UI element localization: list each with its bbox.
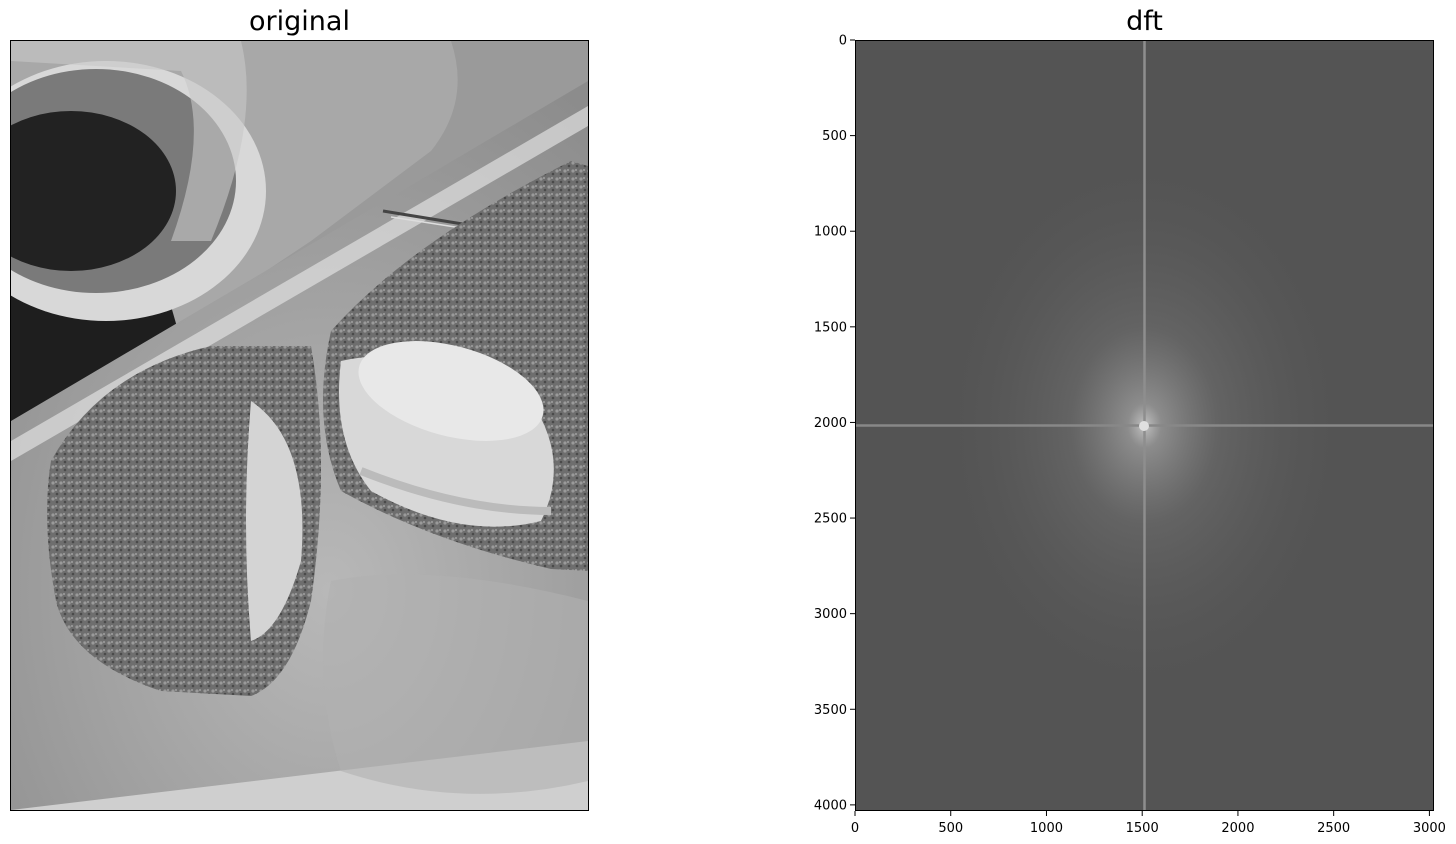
x-tick-label: 3000 <box>1413 821 1446 836</box>
y-tick-label: 4000 <box>814 798 847 813</box>
y-tick-label: 3500 <box>814 703 847 718</box>
x-tick-label: 0 <box>851 821 859 836</box>
dft-dc-peak <box>1139 421 1149 431</box>
y-tick-label: 2500 <box>814 512 847 527</box>
y-tick-label: 1500 <box>814 320 847 335</box>
x-tick-label: 2500 <box>1317 821 1350 836</box>
dft-panel-title: dft <box>1126 6 1163 37</box>
dft-plot-area <box>855 40 1434 811</box>
x-tick-label: 1000 <box>1030 821 1063 836</box>
x-tick-label: 1500 <box>1126 821 1159 836</box>
y-tick-label: 3000 <box>814 607 847 622</box>
x-tick-label: 2000 <box>1221 821 1254 836</box>
original-photo <box>11 41 588 810</box>
original-image-panel <box>10 40 589 811</box>
dft-spectrum-image <box>856 41 1433 810</box>
y-tick-label: 1000 <box>814 225 847 240</box>
original-panel-title: original <box>249 6 350 37</box>
y-tick-label: 2000 <box>814 416 847 431</box>
y-tick-label: 0 <box>839 34 847 49</box>
y-tick-label: 500 <box>822 129 847 144</box>
x-tick-label: 500 <box>938 821 963 836</box>
